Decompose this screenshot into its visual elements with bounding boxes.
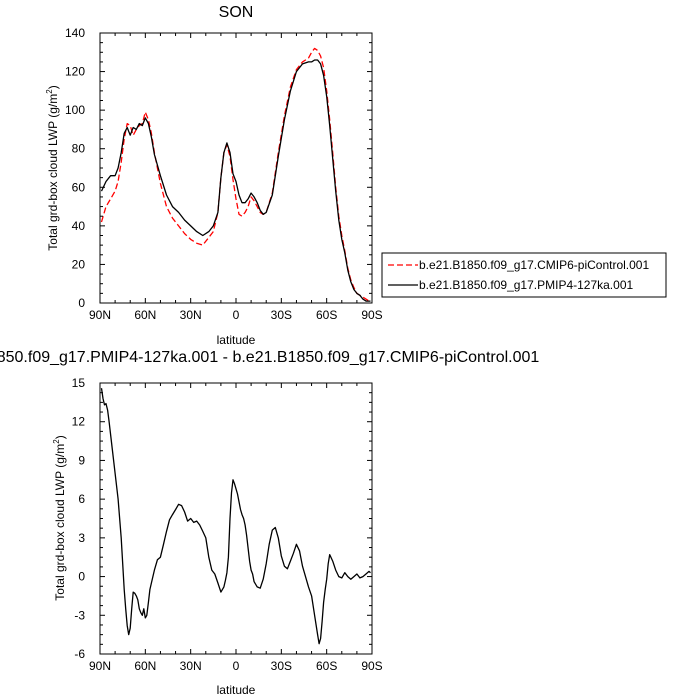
top-x-tick-label: 90S [361,308,382,322]
bottom-y-tick-label: 12 [72,415,86,429]
bottom-x-axis: 90N 60N 30N 0 30S 60S 90S [89,383,383,673]
bottom-y-tick-label: 15 [72,376,86,390]
top-y-tick-label: 100 [65,103,85,117]
bottom-y-tick-label: -3 [74,608,85,622]
bottom-chart: b.e21.B1850.f09_g17.PMIP4-127ka.001 - b.… [0,349,539,697]
top-x-tick-label: 90N [89,308,111,322]
top-y-axis: 0 20 40 60 80 100 120 140 [65,26,372,310]
top-x-axis: 90N 60N 30N 0 30S 60S 90S [89,33,383,322]
top-series-line-1 [100,59,371,302]
bottom-y-tick-label: -6 [74,647,85,661]
top-y-tick-label: 140 [65,26,85,40]
legend-label-127ka: b.e21.B1850.f09_g17.PMIP4-127ka.001 [419,278,633,292]
top-series-line-0 [100,47,371,302]
top-y-tick-label: 40 [72,219,86,233]
bottom-y-label-superscript: 2 [52,439,61,444]
bottom-x-axis-label: latitude [217,683,256,697]
bottom-chart-title: b.e21.B1850.f09_g17.PMIP4-127ka.001 - b.… [0,349,539,366]
top-y-label-end: ) [46,85,60,89]
bottom-y-label-end: ) [53,435,67,439]
bottom-x-tick-label: 60N [134,659,156,673]
top-y-label-superscript: 2 [45,89,54,94]
legend-box [381,252,667,298]
bottom-y-tick-label: 9 [78,453,85,467]
top-legend: b.e21.B1850.f09_g17.CMIP6-piControl.001 … [381,252,667,298]
top-y-tick-label: 0 [78,296,85,310]
bottom-y-axis-label: Total grd-box cloud LWP (g/m2) [52,435,67,600]
bottom-y-tick-label: 0 [78,570,85,584]
bottom-x-tick-label: 60S [316,659,337,673]
bottom-y-axis: -6 -3 0 3 6 9 12 15 [72,376,372,661]
top-y-tick-label: 60 [72,180,86,194]
top-x-tick-label: 30S [271,308,292,322]
bottom-x-tick-label: 30N [180,659,202,673]
bottom-y-tick-label: 6 [78,492,85,506]
top-y-tick-label: 80 [72,142,86,156]
bottom-y-label-main: Total grd-box cloud LWP (g/m [53,444,67,601]
legend-label-picontrol: b.e21.B1850.f09_g17.CMIP6-piControl.001 [419,258,649,272]
bottom-x-tick-label: 0 [233,659,240,673]
top-chart-title: SON [219,4,254,21]
bottom-plot-series [100,388,371,645]
bottom-x-tick-label: 30S [271,659,292,673]
top-chart: SON 90N 60N 30N 0 30S 60S 90S 0 20 40 60 80 100 120 1… [45,4,667,347]
top-y-tick-label: 20 [72,257,86,271]
top-x-tick-label: 0 [233,308,240,322]
bottom-series-line-0 [100,388,371,645]
top-x-tick-label: 60S [316,308,337,322]
top-x-axis-label: latitude [217,333,256,347]
bottom-x-tick-label: 90S [361,659,382,673]
top-x-tick-label: 60N [134,308,156,322]
top-x-tick-label: 30N [180,308,202,322]
bottom-x-tick-label: 90N [89,659,111,673]
top-plot-series [100,47,371,302]
top-plot-frame [99,32,373,304]
top-y-label-main: Total grd-box cloud LWP (g/m [46,94,60,251]
top-y-tick-label: 120 [65,65,85,79]
bottom-y-tick-label: 3 [78,531,85,545]
top-y-axis-label: Total grd-box cloud LWP (g/m2) [45,85,60,250]
